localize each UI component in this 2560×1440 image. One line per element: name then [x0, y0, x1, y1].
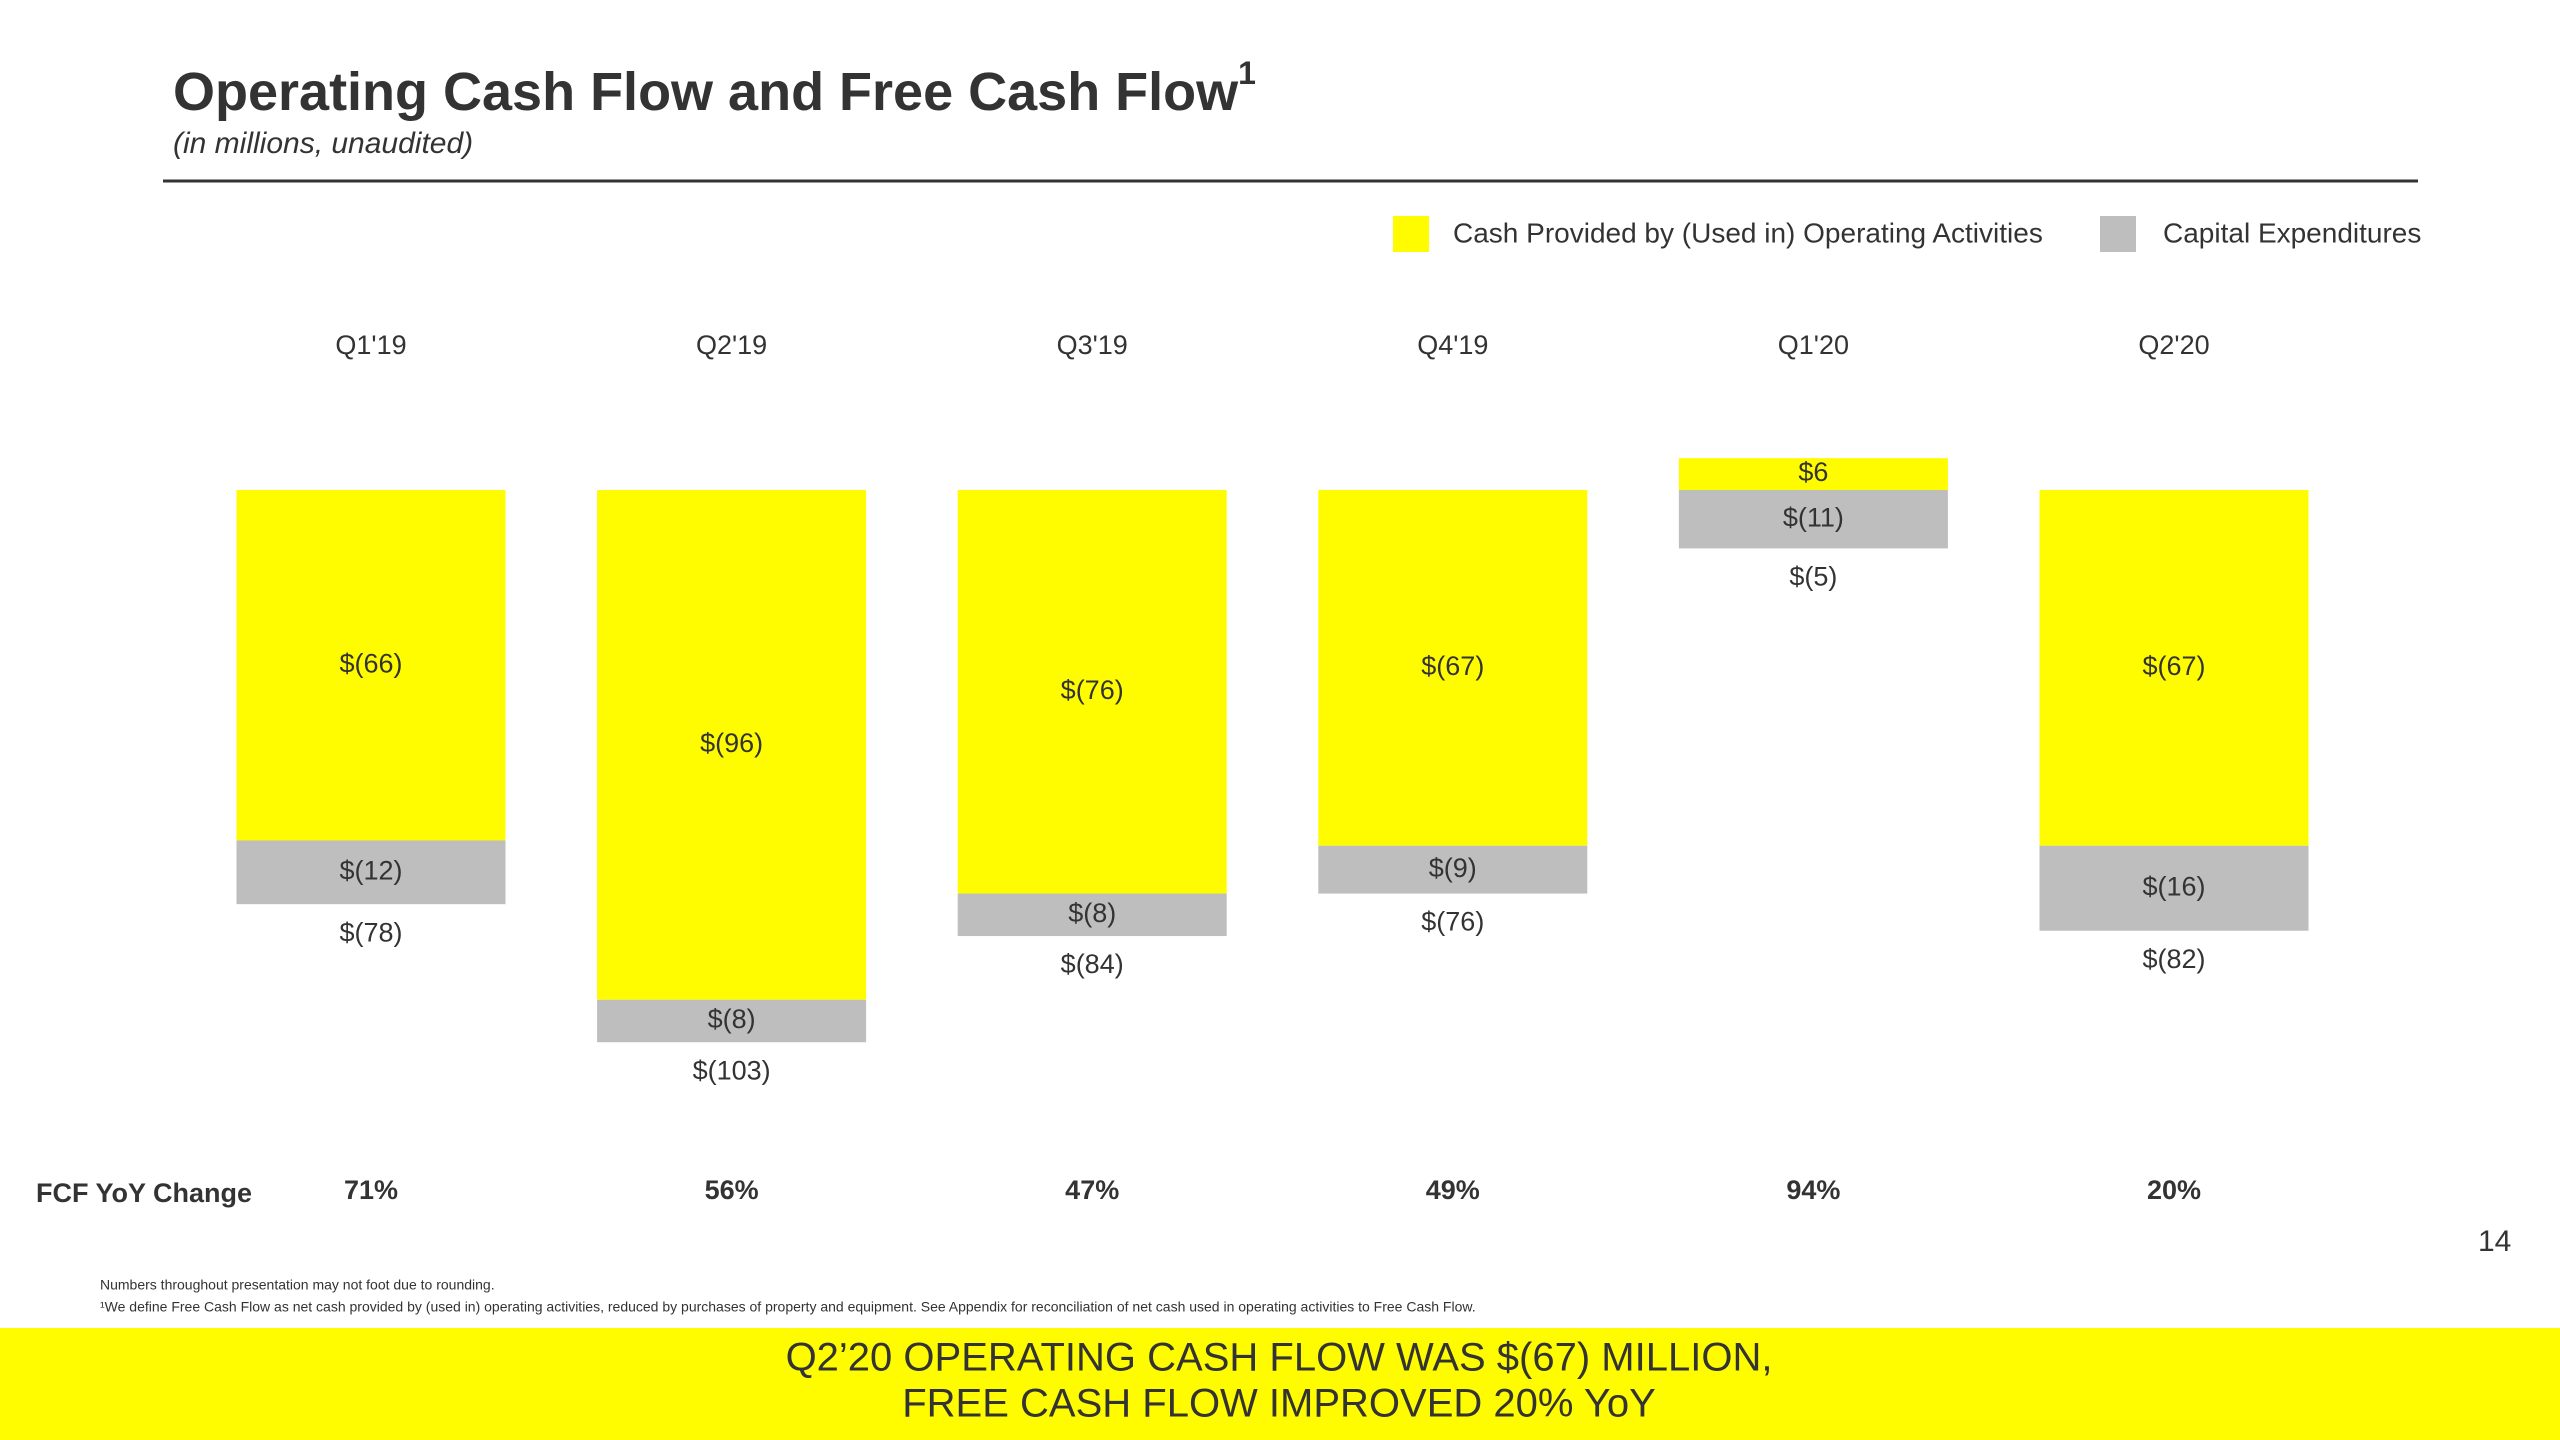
footnote: Numbers throughout presentation may not … [100, 1277, 495, 1293]
total-label: $(103) [693, 1055, 771, 1085]
value-label: $(9) [1429, 853, 1477, 883]
bar-segment [1318, 490, 1588, 846]
legend-label: Capital Expenditures [2163, 217, 2421, 248]
total-label: $(78) [339, 917, 402, 947]
value-label: $(96) [700, 728, 763, 758]
yoy-value: 94% [1786, 1175, 1840, 1205]
value-label: $(12) [339, 855, 402, 885]
category-label: Q2'19 [696, 330, 767, 360]
bar-segment [2039, 845, 2309, 931]
category-label: Q2'20 [2138, 330, 2209, 360]
yoy-value: 49% [1426, 1175, 1480, 1205]
yoy-value: 47% [1065, 1175, 1119, 1205]
title-text: Operating Cash Flow and Free Cash Flow [173, 62, 1239, 122]
bar-segment [2039, 490, 2309, 846]
bar-segment [957, 893, 1227, 937]
bar-segment [597, 999, 867, 1043]
bar-segment [1318, 845, 1588, 894]
legend-swatch [1393, 216, 1429, 252]
total-label: $(76) [1421, 907, 1484, 937]
banner-line: Q2’20 OPERATING CASH FLOW WAS $(67) MILL… [786, 1336, 1773, 1380]
bar-segment [236, 840, 506, 905]
yoy-row-label: FCF YoY Change [36, 1178, 252, 1208]
yoy-value: 56% [705, 1175, 759, 1205]
total-label: $(84) [1061, 949, 1124, 979]
value-label: $(67) [2142, 651, 2205, 681]
category-label: Q3'19 [1057, 330, 1128, 360]
title: Operating Cash Flow and Free Cash Flow1 [173, 55, 1256, 122]
value-label: $(8) [708, 1004, 756, 1034]
value-label: $(76) [1061, 675, 1124, 705]
yoy-value: 20% [2147, 1175, 2201, 1205]
legend-label: Cash Provided by (Used in) Operating Act… [1453, 217, 2043, 248]
banner [0, 1328, 2560, 1440]
value-label: $(67) [1421, 651, 1484, 681]
value-label: $(11) [1783, 502, 1844, 532]
value-label: $(8) [1068, 898, 1116, 928]
total-label: $(5) [1789, 562, 1837, 592]
banner-line: FREE CASH FLOW IMPROVED 20% YoY [902, 1382, 1656, 1426]
title-note: 1 [1238, 55, 1256, 91]
page-number: 14 [2478, 1225, 2511, 1258]
category-label: Q1'19 [335, 330, 406, 360]
value-label: $(16) [2142, 871, 2205, 901]
bar-segment [597, 490, 867, 1000]
category-label: Q4'19 [1417, 330, 1488, 360]
footnote: ¹We define Free Cash Flow as net cash pr… [100, 1299, 1476, 1315]
bar-segment [1678, 458, 1948, 490]
bar-segment [236, 490, 506, 841]
value-label: $6 [1798, 457, 1828, 487]
bar-segment [1678, 490, 1948, 549]
bar-segment [957, 490, 1227, 894]
legend-swatch [2100, 216, 2136, 252]
subtitle: (in millions, unaudited) [173, 127, 473, 160]
category-label: Q1'20 [1778, 330, 1849, 360]
value-label: $(66) [339, 648, 402, 678]
total-label: $(82) [2142, 944, 2205, 974]
yoy-value: 71% [344, 1175, 398, 1205]
